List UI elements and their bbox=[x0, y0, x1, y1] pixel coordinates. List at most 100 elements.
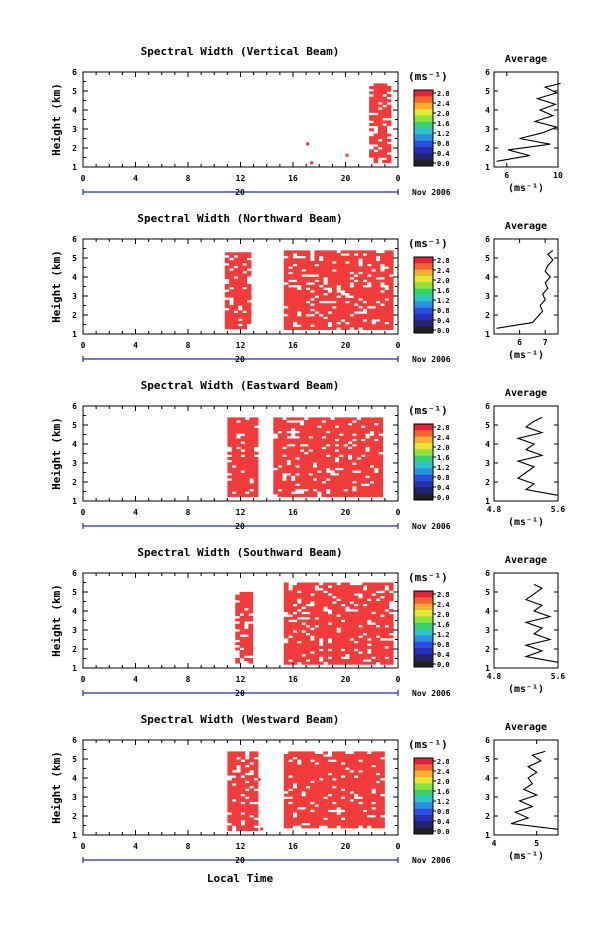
heatmap-cell bbox=[369, 417, 375, 421]
heatmap-cell bbox=[295, 478, 300, 482]
colorbar-tick-label: 2.0 bbox=[437, 277, 450, 285]
heatmap-cell bbox=[249, 486, 255, 490]
heatmap-cell bbox=[340, 812, 346, 816]
heatmap-cell bbox=[296, 268, 302, 272]
heatmap-cell bbox=[299, 454, 305, 458]
heatmap-cell bbox=[248, 631, 254, 635]
heatmap-cell bbox=[314, 603, 320, 607]
heatmap-cell bbox=[327, 316, 333, 320]
heatmap-cell bbox=[373, 464, 379, 468]
heatmap-cell bbox=[349, 632, 355, 636]
heatmap-cell bbox=[295, 475, 300, 479]
heatmap-cell bbox=[377, 117, 383, 121]
heatmap-cell bbox=[303, 480, 309, 484]
average-y-tick-label: 4 bbox=[485, 774, 490, 783]
heatmap-cell bbox=[301, 326, 307, 330]
heatmap-cell bbox=[340, 777, 346, 781]
heatmap-cell bbox=[366, 630, 372, 634]
heatmap-cell bbox=[282, 464, 287, 468]
heatmap-cell bbox=[299, 462, 305, 466]
heatmap-cell bbox=[314, 809, 320, 813]
heatmap-cell bbox=[362, 653, 368, 657]
heatmap-cell bbox=[244, 769, 250, 773]
heatmap-cell bbox=[371, 326, 377, 330]
heatmap-cell bbox=[358, 775, 363, 779]
heatmap-cell bbox=[253, 491, 259, 495]
heatmap-cell bbox=[378, 456, 384, 461]
heatmap-cell bbox=[242, 265, 248, 269]
heatmap-cell bbox=[331, 812, 337, 816]
heatmap-cell bbox=[345, 627, 350, 631]
heatmap-cell bbox=[318, 611, 324, 615]
heatmap-cell bbox=[312, 422, 318, 426]
heatmap-cell bbox=[249, 759, 255, 763]
heatmap-cell bbox=[362, 313, 368, 317]
heatmap-cell bbox=[366, 271, 372, 275]
heatmap-cell bbox=[353, 324, 359, 328]
heatmap-cell bbox=[229, 276, 234, 280]
heatmap-cell bbox=[336, 651, 342, 655]
heatmap-cell bbox=[286, 475, 292, 479]
heatmap-cell bbox=[362, 274, 368, 278]
heatmap-cell bbox=[282, 459, 287, 463]
heatmap-cell bbox=[244, 631, 249, 635]
average-title: Average bbox=[505, 388, 547, 399]
heatmap-cell bbox=[352, 451, 357, 455]
heatmap-cell bbox=[282, 427, 287, 431]
heatmap-cell bbox=[253, 822, 259, 826]
heatmap-cell bbox=[330, 433, 335, 437]
heatmap-cell bbox=[366, 287, 372, 291]
heatmap-cell bbox=[362, 785, 368, 789]
colorbar-unit: (ms⁻¹) bbox=[408, 237, 448, 250]
heatmap-cell bbox=[382, 86, 388, 90]
heatmap-cell bbox=[327, 796, 333, 800]
heatmap-cell bbox=[301, 319, 307, 323]
heatmap-cell bbox=[340, 767, 346, 771]
heatmap-cell bbox=[240, 756, 246, 760]
average-y-tick-label: 4 bbox=[485, 607, 490, 616]
heatmap-cell bbox=[235, 657, 241, 662]
heatmap-cell bbox=[321, 433, 327, 437]
heatmap-cell bbox=[283, 820, 289, 824]
heatmap-cell bbox=[331, 661, 337, 665]
heatmap-cell bbox=[244, 817, 250, 821]
heatmap-cell bbox=[292, 590, 298, 594]
heatmap-cell bbox=[353, 767, 359, 771]
heatmap-cell bbox=[323, 788, 328, 792]
heatmap-cell bbox=[362, 651, 368, 655]
heatmap-cell bbox=[360, 491, 366, 495]
heatmap-cell bbox=[235, 647, 241, 651]
heatmap-cell bbox=[325, 422, 331, 426]
heatmap-cell bbox=[296, 783, 302, 787]
colorbar-segment bbox=[414, 159, 433, 167]
heatmap-cell bbox=[314, 801, 320, 805]
heatmap-cell bbox=[345, 250, 350, 254]
colorbar-tick-label: 1.6 bbox=[437, 454, 450, 462]
heatmap-cell bbox=[283, 806, 289, 810]
heatmap-cell bbox=[365, 491, 370, 495]
heatmap-cell bbox=[362, 608, 368, 612]
heatmap-cell bbox=[378, 491, 384, 495]
heatmap-cell bbox=[244, 652, 249, 656]
heatmap-cell bbox=[362, 637, 368, 641]
heatmap-cell bbox=[244, 790, 250, 795]
panel-0: Spectral Width (Vertical Beam)123456Heig… bbox=[50, 45, 563, 197]
heatmap-cell bbox=[371, 648, 377, 652]
heatmap-cell bbox=[345, 271, 350, 275]
heatmap-cell bbox=[240, 809, 246, 813]
heatmap-cell bbox=[380, 809, 385, 813]
average-y-tick-label: 3 bbox=[485, 292, 490, 301]
heatmap-cell bbox=[345, 616, 350, 620]
heatmap-cell bbox=[273, 420, 279, 424]
heatmap-cell bbox=[371, 772, 377, 776]
heatmap-cell bbox=[336, 772, 342, 776]
heatmap-cell bbox=[373, 141, 379, 145]
colorbar-frame bbox=[413, 590, 434, 668]
heatmap-cell bbox=[305, 608, 311, 612]
heatmap-cell bbox=[314, 630, 320, 634]
heatmap-cell bbox=[358, 806, 363, 810]
heatmap-cell bbox=[286, 493, 292, 497]
colorbar-tick-label: 2.8 bbox=[437, 257, 450, 265]
heatmap-cell bbox=[305, 297, 311, 301]
